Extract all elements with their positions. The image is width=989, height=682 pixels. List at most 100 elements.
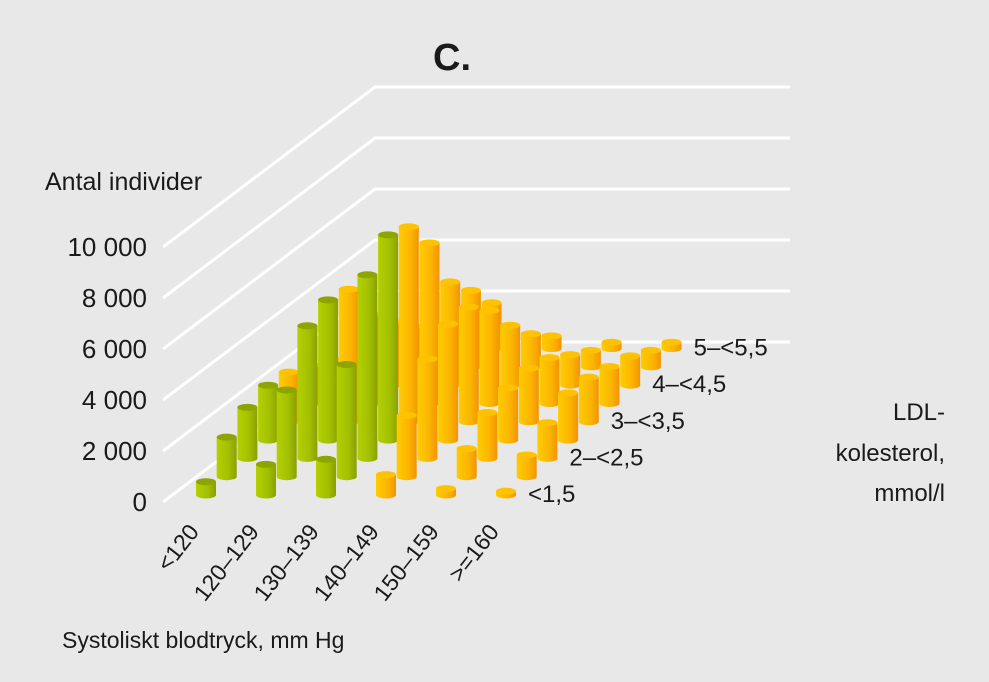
- bar-body: [516, 455, 537, 481]
- y-tick-labels: 0 2 000 4 000 6 000 8 000 10 000: [67, 232, 147, 517]
- gridline: [162, 238, 790, 402]
- y-tick-label: 8 000: [82, 283, 147, 313]
- chart-title: C.: [433, 37, 471, 79]
- bar-top: [256, 460, 276, 468]
- bar-body: [620, 355, 641, 389]
- z-axis-label-line3: mmol/l: [874, 480, 945, 507]
- bar-top: [460, 286, 481, 294]
- bar-body: [640, 350, 661, 371]
- bar-top: [237, 403, 258, 411]
- ldl-row-label: 2–<2,5: [569, 444, 643, 471]
- bar-body: [237, 407, 258, 462]
- bar-top: [661, 338, 682, 346]
- bar-cylinder: [396, 412, 417, 481]
- bar-body: [376, 474, 396, 499]
- bar-cylinder: [539, 354, 560, 408]
- bar-body: [256, 464, 276, 499]
- x-axis-label: Systoliskt blodtryck, mm Hg: [62, 627, 344, 653]
- bar-cylinder: [516, 451, 537, 481]
- x-tick-label: >=160: [443, 519, 504, 586]
- bar-body: [196, 481, 216, 499]
- bar-cylinder: [500, 321, 521, 389]
- bar-cylinder: [417, 355, 438, 462]
- bar-cylinder: [398, 223, 419, 426]
- bar-body: [477, 412, 498, 462]
- bar-top: [419, 239, 440, 247]
- bar-body: [318, 299, 339, 444]
- bar-top: [500, 321, 521, 329]
- bar-cylinder: [620, 352, 641, 389]
- bar-top: [438, 320, 459, 328]
- bar-cylinder: [558, 389, 579, 444]
- bar-top: [578, 373, 599, 381]
- y-tick-label: 0: [133, 487, 147, 517]
- gridline: [162, 187, 790, 351]
- bar-cylinder: [601, 338, 622, 353]
- bar-body: [560, 354, 581, 389]
- ldl-row-label: 4–<4,5: [652, 371, 726, 398]
- bar-top: [477, 409, 498, 416]
- bar-body: [500, 325, 521, 389]
- bar-top: [276, 386, 297, 394]
- bar-cylinder: [376, 471, 396, 499]
- bar-cylinder: [578, 373, 599, 426]
- bar-top: [297, 322, 318, 330]
- bar-top: [496, 487, 516, 495]
- bar-top: [541, 332, 562, 340]
- ldl-row-label: 5–<5,5: [694, 335, 768, 362]
- bar-top: [316, 455, 336, 463]
- bar-cylinder: [661, 338, 682, 353]
- bar-cylinder: [496, 487, 516, 499]
- bar-top: [440, 278, 461, 286]
- bar-cylinder: [599, 363, 620, 408]
- bar-top: [378, 231, 399, 239]
- bar-cylinder: [580, 346, 601, 371]
- bar-top: [601, 338, 622, 346]
- bar-cylinder: [316, 455, 336, 499]
- bar-body: [297, 325, 318, 462]
- bar-body: [258, 385, 279, 444]
- bar-top: [196, 478, 216, 486]
- bar-body: [438, 324, 459, 444]
- bar-top: [456, 445, 477, 453]
- bar-top: [318, 296, 339, 304]
- bar-top: [258, 381, 279, 389]
- bar-body: [599, 366, 620, 408]
- bar-cylinder: [477, 409, 498, 462]
- bar-top: [458, 303, 479, 311]
- bar-cylinder: [196, 478, 216, 499]
- bar-top: [560, 351, 581, 359]
- bar-cylinder: [256, 460, 276, 499]
- bar-cylinder: [520, 330, 541, 371]
- bar-top: [520, 330, 541, 338]
- bar-body: [357, 274, 378, 462]
- bar-cylinder: [357, 271, 378, 462]
- bar-top: [558, 389, 579, 397]
- bar-cylinder: [438, 320, 459, 444]
- bar-body: [398, 226, 419, 426]
- bar-top: [376, 471, 396, 479]
- bar-cylinder: [479, 306, 500, 408]
- x-tick-label: <120: [152, 519, 204, 576]
- bar-cylinder: [640, 346, 661, 371]
- y-tick-label: 2 000: [82, 436, 147, 466]
- bar-body: [539, 357, 560, 408]
- bar-top: [216, 433, 237, 441]
- bar-body: [541, 335, 562, 353]
- ldl-row-labels: <1,5 2–<2,5 3–<3,5 4–<4,5 5–<5,5: [528, 335, 768, 508]
- bar-top: [417, 355, 438, 363]
- bar-body: [558, 392, 579, 444]
- bar-top: [278, 368, 299, 376]
- y-tick-label: 10 000: [67, 232, 147, 262]
- bar-top: [580, 346, 601, 354]
- bar-cylinder: [336, 361, 357, 481]
- gridline: [162, 136, 790, 300]
- gridlines: [162, 85, 790, 504]
- z-axis-label-line1: LDL-: [893, 399, 945, 426]
- bar-body: [537, 422, 558, 462]
- bar-cylinder: [297, 322, 318, 462]
- bar-top: [539, 354, 560, 362]
- ldl-row-label: <1,5: [528, 481, 575, 508]
